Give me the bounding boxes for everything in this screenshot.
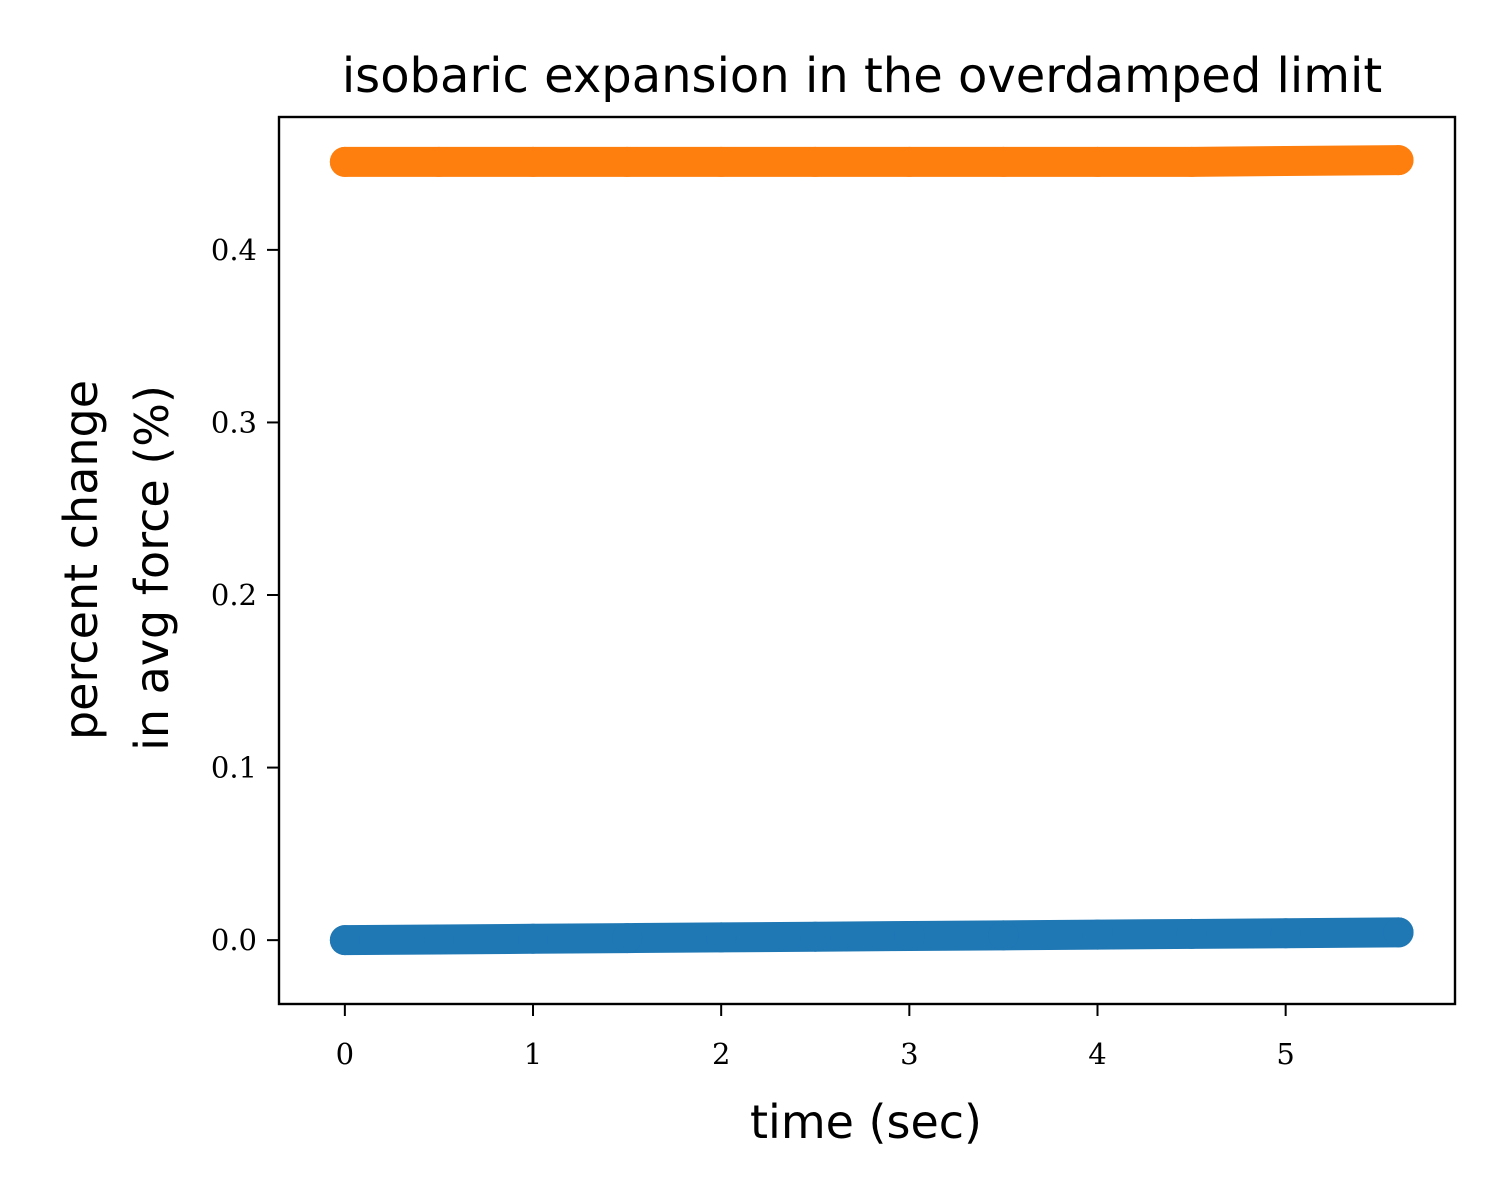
x-tick-label: 4	[1088, 1037, 1106, 1071]
x-axis-label: time (sec)	[750, 1095, 982, 1149]
series-1-point	[612, 146, 643, 177]
chart-title: isobaric expansion in the overdamped lim…	[342, 48, 1382, 104]
y-tick-label: 0.0	[211, 923, 257, 957]
series-1-point	[329, 146, 360, 177]
series-0-point	[1082, 919, 1113, 950]
series-1-point	[894, 146, 925, 177]
y-axis-label-line-1: percent change	[54, 380, 108, 740]
series-0-point	[423, 924, 454, 955]
series-1-points-band	[329, 145, 1414, 177]
y-tick-label: 0.3	[211, 405, 257, 439]
y-tick-label: 0.1	[211, 751, 257, 785]
series-1-point	[706, 146, 737, 177]
series-0-point	[612, 923, 643, 954]
series-0	[329, 917, 1414, 956]
x-tick-label: 2	[712, 1037, 730, 1071]
series-1-point	[988, 146, 1019, 177]
series-0-point	[329, 925, 360, 956]
series-0-point	[1383, 917, 1414, 948]
series-0-point	[1270, 918, 1301, 949]
series-0-points-band	[329, 917, 1414, 956]
y-tick-label: 0.2	[211, 578, 257, 612]
plot-area	[277, 115, 1457, 1006]
y-axis-ticks: 0.0 0.1 0.2 0.3 0.4	[211, 233, 279, 957]
y-axis-label-line-2: in avg force (%)	[125, 385, 179, 751]
series-1-point	[800, 146, 831, 177]
series-layer	[329, 145, 1414, 956]
series-1-point	[423, 146, 454, 177]
x-tick-label: 1	[524, 1037, 542, 1071]
series-0-point	[706, 922, 737, 953]
series-0-point	[1176, 918, 1207, 949]
axes-frame	[277, 115, 1457, 1006]
x-axis-ticks: 0 1 2 3 4 5	[336, 1004, 1295, 1071]
series-0-point	[988, 920, 1019, 951]
x-tick-label: 5	[1276, 1037, 1294, 1071]
series-1	[329, 145, 1414, 177]
series-1-point	[1082, 146, 1113, 177]
series-0-point	[518, 923, 549, 954]
series-1-point	[1270, 146, 1301, 177]
series-0-point	[800, 921, 831, 952]
x-tick-label: 3	[900, 1037, 918, 1071]
series-1-point	[1383, 145, 1414, 176]
y-tick-label: 0.4	[211, 233, 257, 267]
series-1-point	[518, 146, 549, 177]
series-0-point	[894, 921, 925, 952]
series-1-point	[1176, 146, 1207, 177]
x-tick-label: 0	[336, 1037, 354, 1071]
